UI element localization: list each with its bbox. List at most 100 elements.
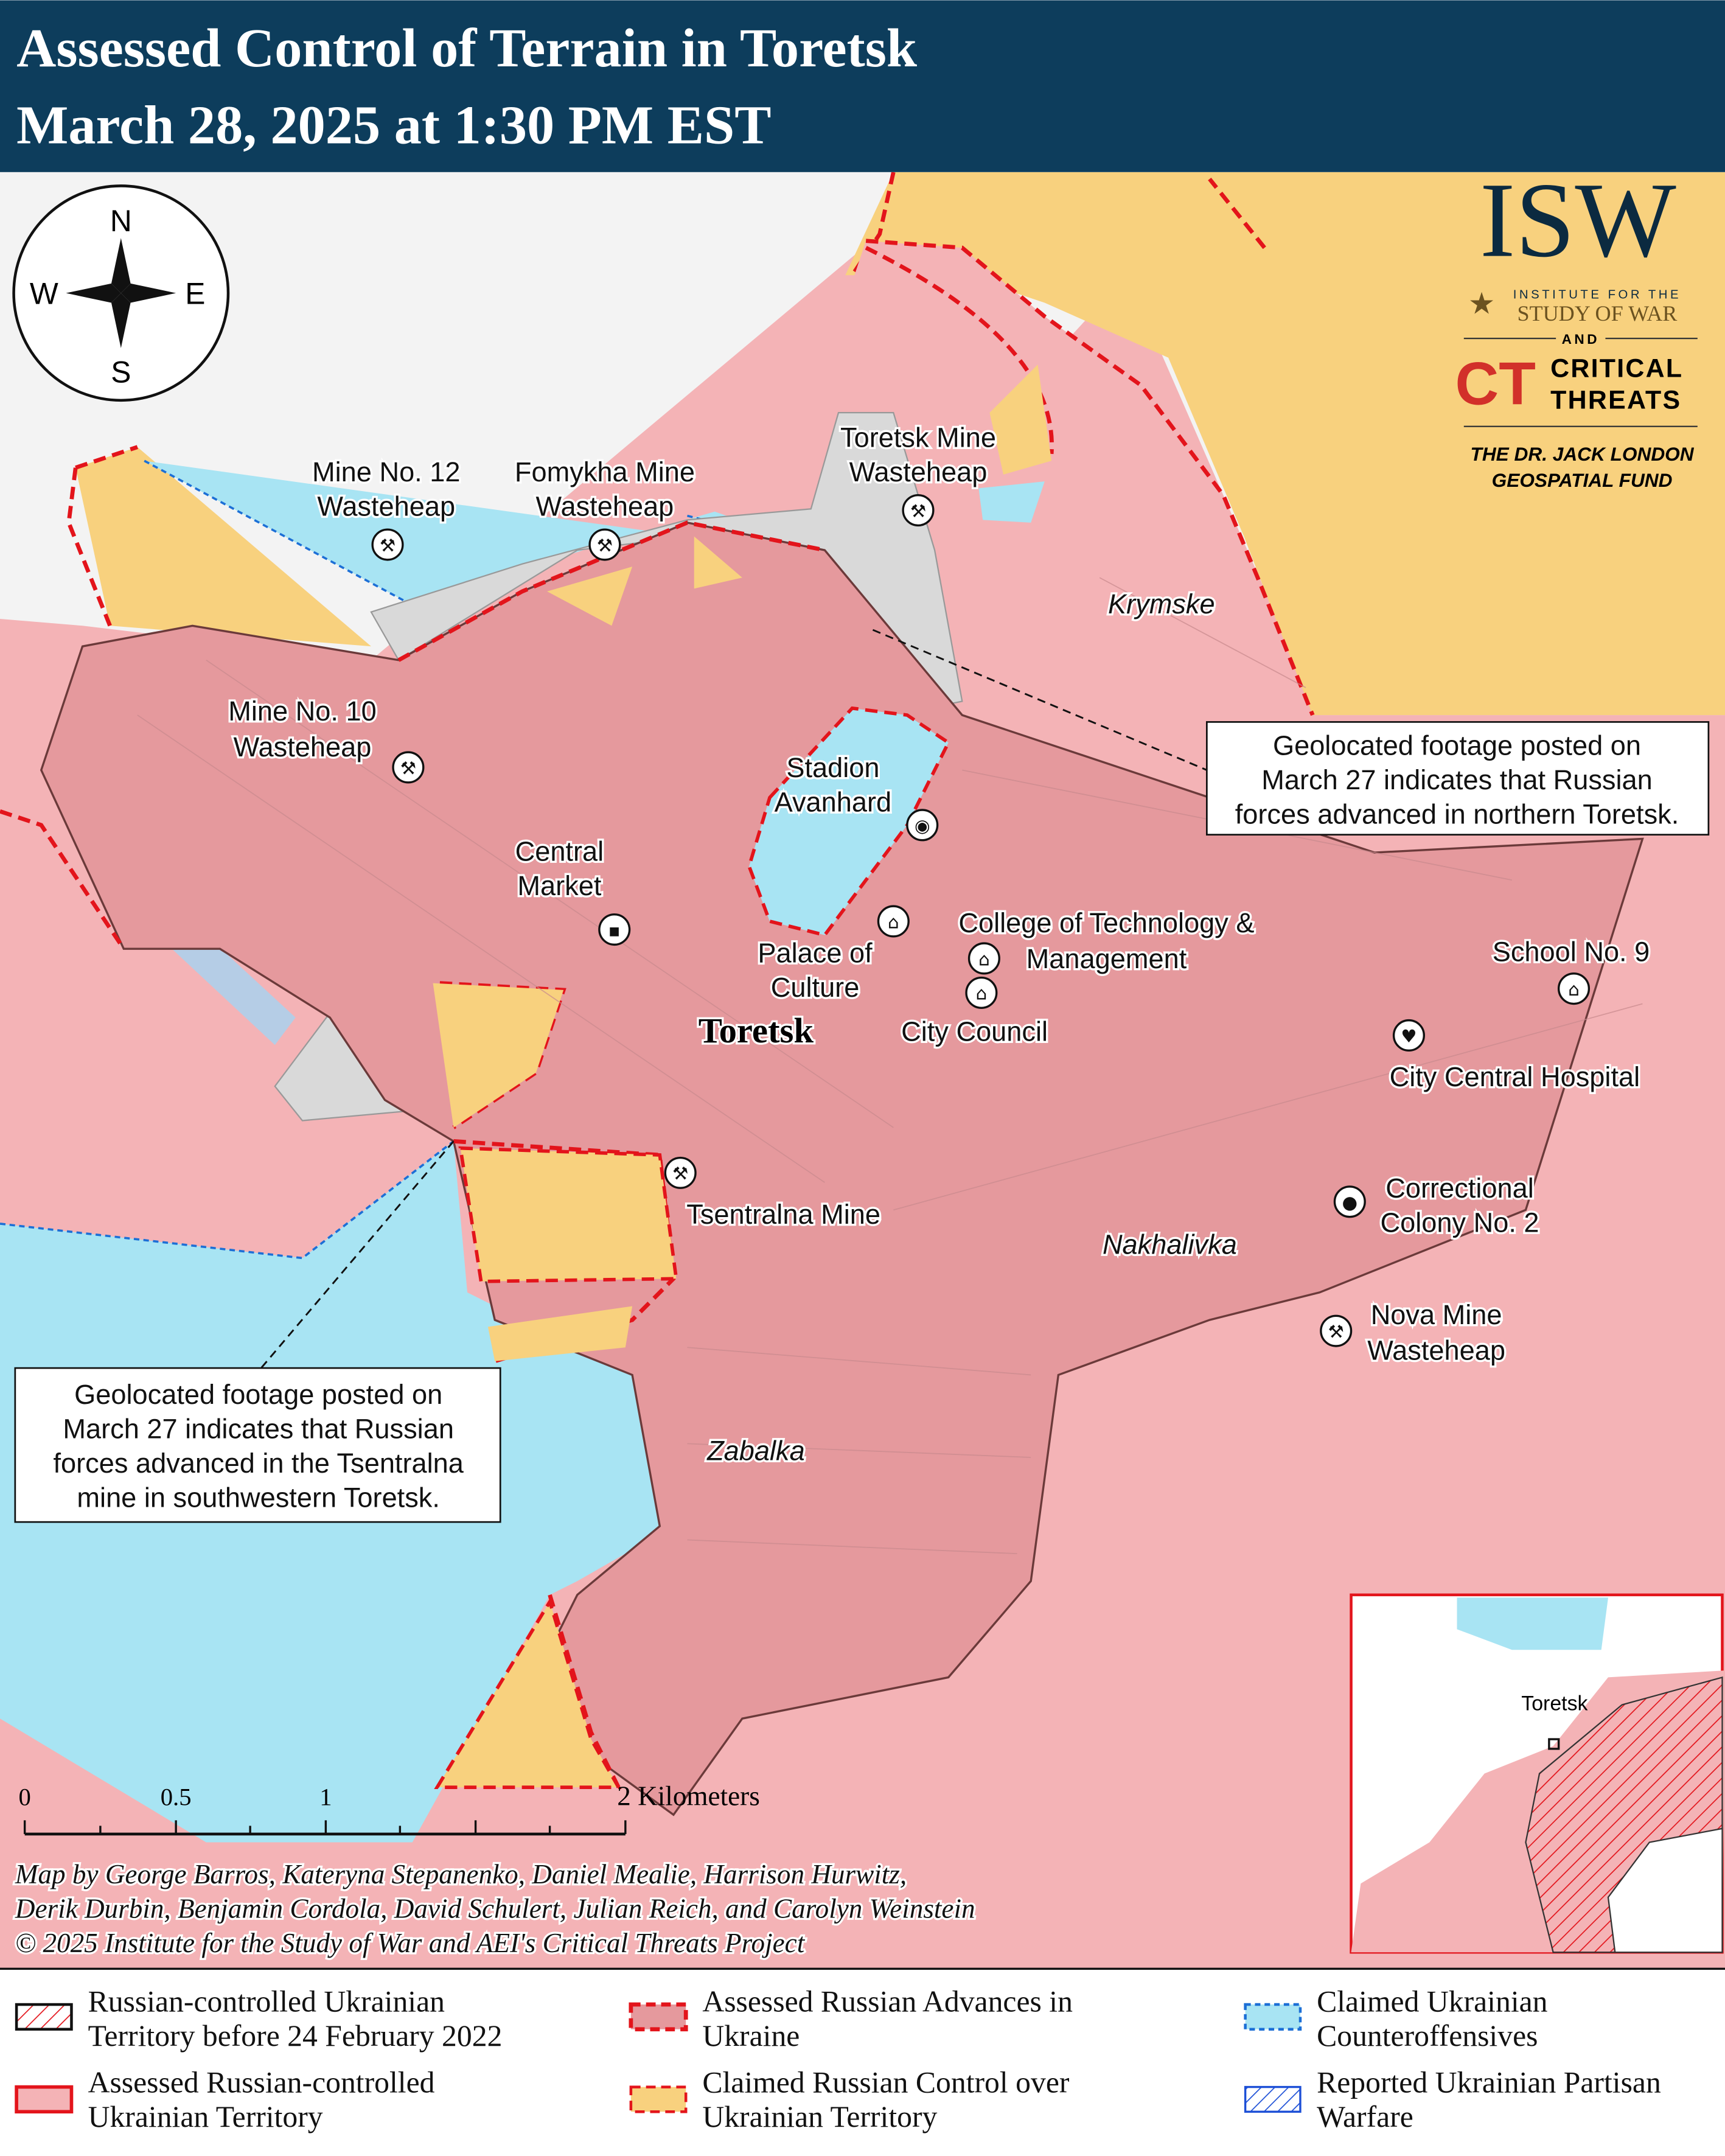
- svg-text:⌂: ⌂: [1568, 979, 1580, 1000]
- mine-icon: ⚒: [664, 1156, 697, 1189]
- callout-north-line: Geolocated footage posted on: [1273, 730, 1641, 761]
- svg-text:Assessed Russian Advances in: Assessed Russian Advances in: [702, 1984, 1073, 2018]
- label-krymske: Krymske: [1108, 588, 1215, 619]
- svg-text:⌂: ⌂: [976, 983, 988, 1004]
- claimed-russian-patch: [433, 983, 564, 1128]
- label-city-council: City Council: [901, 1016, 1048, 1047]
- inset-label: Toretsk: [1521, 1692, 1587, 1715]
- svg-text:▪: ▪: [608, 920, 621, 941]
- svg-text:Counteroffensives: Counteroffensives: [1317, 2019, 1538, 2053]
- label-mine12: Mine No. 12: [312, 456, 460, 487]
- svg-text:Territory before 24 February 2: Territory before 24 February 2022: [88, 2019, 503, 2053]
- compass-e: E: [185, 277, 205, 311]
- mine-icon: ⚒: [902, 494, 935, 527]
- svg-text:Ukraine: Ukraine: [702, 2019, 800, 2053]
- label-stadion: Stadion: [786, 752, 879, 783]
- svg-text:⌂: ⌂: [978, 949, 990, 969]
- label-zabalka: Zabalka: [706, 1435, 805, 1466]
- credit-line: © 2025 Institute for the Study of War an…: [15, 1928, 806, 1958]
- label-palace: Palace of: [758, 938, 873, 969]
- reservoir: [172, 935, 296, 1045]
- stadium-icon: ◉: [906, 809, 939, 842]
- svg-text:⚒: ⚒: [1328, 1321, 1344, 1342]
- mine-icon: ⚒: [392, 751, 425, 784]
- label-mine10: Mine No. 10: [228, 696, 376, 727]
- label-correctional-2: Colony No. 2: [1380, 1207, 1539, 1238]
- claimed-russian-patch: [694, 536, 742, 589]
- logo-fund-line2: GEOSPATIAL FUND: [1492, 469, 1673, 491]
- label-nova-mine-2: Wasteheap: [1367, 1335, 1505, 1366]
- label-fomykha-2: Wasteheap: [536, 491, 674, 522]
- svg-text:⚒: ⚒: [672, 1163, 688, 1184]
- svg-text:Warfare: Warfare: [1317, 2100, 1413, 2133]
- russian-advance-city: [40, 522, 1644, 1816]
- svg-text:Reported Ukrainian Partisan: Reported Ukrainian Partisan: [1317, 2066, 1661, 2099]
- credit-line: Map by George Barros, Kateryna Stepanenk…: [15, 1859, 907, 1889]
- place-labels: Mine No. 12 Wasteheap Fomykha Mine Waste…: [226, 420, 1652, 1468]
- label-toretsk: Toretsk: [699, 1011, 814, 1050]
- map-area: [0, 172, 1725, 1969]
- svg-text:⚒: ⚒: [400, 758, 416, 778]
- label-hospital: City Central Hospital: [1390, 1061, 1640, 1092]
- logo-ct-line2: THREATS: [1550, 385, 1681, 414]
- callout-sw-line: mine in southwestern Toretsk.: [77, 1482, 440, 1513]
- label-tsentralna: Tsentralna Mine: [686, 1199, 880, 1230]
- label-toretsk-mine: Toretsk Mine: [840, 422, 996, 453]
- svg-text:Ukrainian Territory: Ukrainian Territory: [702, 2100, 937, 2133]
- label-market: Central: [515, 836, 604, 867]
- svg-text:Assessed Russian-controlled: Assessed Russian-controlled: [88, 2066, 435, 2099]
- label-palace-2: Culture: [771, 972, 860, 1003]
- svg-text:●: ●: [1342, 1192, 1357, 1213]
- credit-line: Derik Durbin, Benjamin Cordola, David Sc…: [15, 1894, 975, 1924]
- palace-icon: ⌂: [877, 905, 910, 938]
- claimed-russian-area-ne: [845, 172, 1725, 716]
- mine-icon: ⚒: [588, 528, 621, 561]
- label-mine12-2: Wasteheap: [317, 491, 455, 522]
- russian-advance-north-salient: [852, 240, 1313, 716]
- label-stadion-2: Avanhard: [775, 786, 892, 817]
- label-school9: School No. 9: [1493, 936, 1650, 967]
- compass-s: S: [111, 355, 131, 389]
- scale-bar: 0 0.5 1 2 Kilometers: [18, 1781, 760, 1836]
- callout-sw-line: forces advanced in the Tsentralna: [53, 1448, 464, 1479]
- label-nakhalivka: Nakhalivka: [1103, 1229, 1237, 1260]
- inset-map: Toretsk: [1350, 1593, 1725, 1954]
- callout-north-line: March 27 indicates that Russian: [1261, 764, 1653, 795]
- compass-n: N: [110, 204, 132, 238]
- logo-isw-sub2: STUDY OF WAR: [1517, 301, 1678, 326]
- svg-text:Claimed Russian Control over: Claimed Russian Control over: [702, 2066, 1070, 2099]
- school-icon: ⌂: [1557, 972, 1591, 1005]
- label-college-2: Management: [1026, 943, 1187, 974]
- label-toretsk-mine-2: Wasteheap: [849, 456, 988, 487]
- svg-text:Russian-controlled Ukrainian: Russian-controlled Ukrainian: [88, 1984, 445, 2018]
- svg-text:⚒: ⚒: [597, 535, 613, 556]
- city-council-icon: ⌂: [965, 976, 998, 1009]
- ukrainian-counteroffensive-stadion: [747, 706, 951, 937]
- map-title: Assessed Control of Terrain in Toretsk: [16, 17, 918, 78]
- mine-icon: ⚒: [371, 528, 404, 561]
- claimed-russian-area-nw: [75, 447, 371, 647]
- hospital-icon: ♥: [1392, 1019, 1425, 1052]
- callout-north-line: forces advanced in northern Toretsk.: [1235, 799, 1679, 830]
- claimed-russian-patch: [458, 1146, 678, 1283]
- svg-text:Claimed Ukrainian: Claimed Ukrainian: [1317, 1984, 1548, 2018]
- label-nova-mine: Nova Mine: [1371, 1299, 1502, 1330]
- label-market-2: Market: [517, 870, 601, 901]
- claimed-russian-patch: [547, 567, 633, 626]
- svg-text:♥: ♥: [1401, 1026, 1417, 1047]
- college-icon: ⌂: [967, 942, 1000, 975]
- mine-icon: ⚒: [1320, 1314, 1353, 1347]
- ukrainian-counteroffensive-north: [144, 461, 880, 633]
- svg-text:◉: ◉: [915, 815, 930, 836]
- claimed-russian-patch: [487, 1306, 633, 1361]
- logo-fund-line1: THE DR. JACK LONDON: [1471, 443, 1695, 465]
- credits: Map by George Barros, Kateryna Stepanenk…: [12, 1857, 977, 1961]
- isw-ct-logo: ISW INSTITUTE FOR THE STUDY OF WAR ★ AND…: [1455, 161, 1698, 491]
- logo-and: AND: [1562, 332, 1600, 347]
